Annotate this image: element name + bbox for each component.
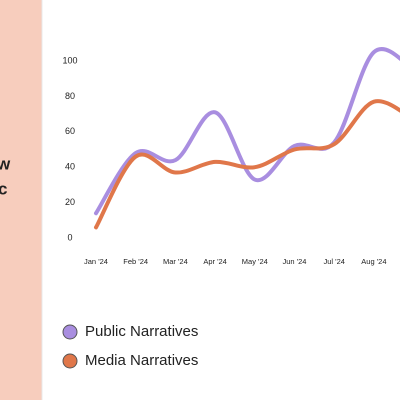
x-tick-label: Apr '24 bbox=[203, 257, 227, 266]
y-tick-label: 80 bbox=[65, 91, 75, 101]
panel-text: w bbox=[0, 154, 11, 173]
y-tick-label: 0 bbox=[67, 232, 72, 242]
legend-label: Media Narratives bbox=[85, 352, 198, 369]
y-tick-label: 60 bbox=[65, 126, 75, 136]
y-tick-label: 40 bbox=[65, 162, 75, 172]
legend-label: Public Narratives bbox=[85, 323, 198, 340]
x-tick-label: Jul '24 bbox=[323, 257, 344, 266]
side-panel bbox=[0, 0, 42, 400]
x-tick-label: Feb '24 bbox=[123, 257, 148, 266]
series-line bbox=[94, 99, 400, 230]
y-tick-label: 20 bbox=[65, 197, 75, 207]
x-tick-label: Jun '24 bbox=[283, 257, 307, 266]
legend-swatch bbox=[62, 324, 78, 340]
x-tick-label: Aug '24 bbox=[361, 257, 386, 266]
series-line bbox=[94, 47, 400, 216]
panel-text: c bbox=[0, 179, 7, 198]
y-tick-label: 100 bbox=[62, 55, 77, 65]
legend-swatch bbox=[62, 353, 78, 369]
x-tick-label: May '24 bbox=[242, 257, 268, 266]
x-tick-label: Mar '24 bbox=[163, 257, 188, 266]
x-tick-label: Jan '24 bbox=[84, 257, 108, 266]
